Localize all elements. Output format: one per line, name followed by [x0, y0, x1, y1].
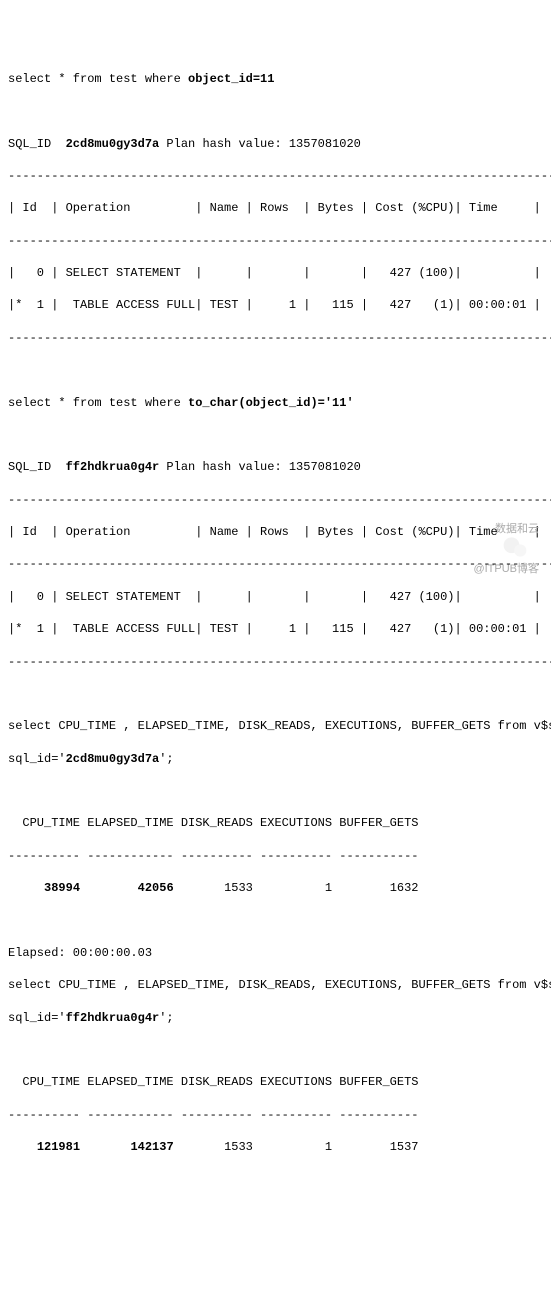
- plan2-dash-bot: ----------------------------------------…: [8, 654, 543, 670]
- blank: [8, 427, 543, 443]
- plan1-row0: | 0 | SELECT STATEMENT | | | | 427 (100)…: [8, 265, 543, 281]
- elapsed-line: Elapsed: 00:00:00.03: [8, 945, 543, 961]
- plan1-dash-top: ----------------------------------------…: [8, 168, 543, 184]
- stats-query2-l1: select CPU_TIME , ELAPSED_TIME, DISK_REA…: [8, 977, 543, 993]
- plan1-sqlid: SQL_ID 2cd8mu0gy3d7a Plan hash value: 13…: [8, 136, 543, 152]
- blank: [8, 783, 543, 799]
- blank: [8, 103, 543, 119]
- plan2-sqlid: SQL_ID ff2hdkrua0g4r Plan hash value: 13…: [8, 459, 543, 475]
- plan1-row1: |* 1 | TABLE ACCESS FULL| TEST | 1 | 115…: [8, 297, 543, 313]
- stats-query1-l1: select CPU_TIME , ELAPSED_TIME, DISK_REA…: [8, 718, 543, 734]
- blank: [8, 362, 543, 378]
- blank: [8, 686, 543, 702]
- plan1-header: | Id | Operation | Name | Rows | Bytes |…: [8, 200, 543, 216]
- plan1-dash-bot: ----------------------------------------…: [8, 330, 543, 346]
- plan1-dash-mid: ----------------------------------------…: [8, 233, 543, 249]
- plan2-dash-mid: ----------------------------------------…: [8, 556, 543, 572]
- plan2-row1: |* 1 | TABLE ACCESS FULL| TEST | 1 | 115…: [8, 621, 543, 637]
- blank: [8, 1042, 543, 1058]
- stats1-dash: ---------- ------------ ---------- -----…: [8, 848, 543, 864]
- query2: select * from test where to_char(object_…: [8, 395, 543, 411]
- plan2-dash-top: ----------------------------------------…: [8, 492, 543, 508]
- stats2-header: CPU_TIME ELAPSED_TIME DISK_READS EXECUTI…: [8, 1074, 543, 1090]
- plan2-header: | Id | Operation | Name | Rows | Bytes |…: [8, 524, 543, 540]
- watermark-text: 数据和云 @ITPUB博客: [473, 497, 539, 589]
- plan2-row0: | 0 | SELECT STATEMENT | | | | 427 (100)…: [8, 589, 543, 605]
- stats1-header: CPU_TIME ELAPSED_TIME DISK_READS EXECUTI…: [8, 815, 543, 831]
- blank: [8, 913, 543, 929]
- stats2-row: 121981 142137 1533 1 1537: [8, 1139, 543, 1155]
- stats2-dash: ---------- ------------ ---------- -----…: [8, 1107, 543, 1123]
- stats-query1-l2: sql_id='2cd8mu0gy3d7a';: [8, 751, 543, 767]
- stats-query2-l2: sql_id='ff2hdkrua0g4r';: [8, 1010, 543, 1026]
- stats1-row: 38994 42056 1533 1 1632: [8, 880, 543, 896]
- query1: select * from test where object_id=11: [8, 71, 543, 87]
